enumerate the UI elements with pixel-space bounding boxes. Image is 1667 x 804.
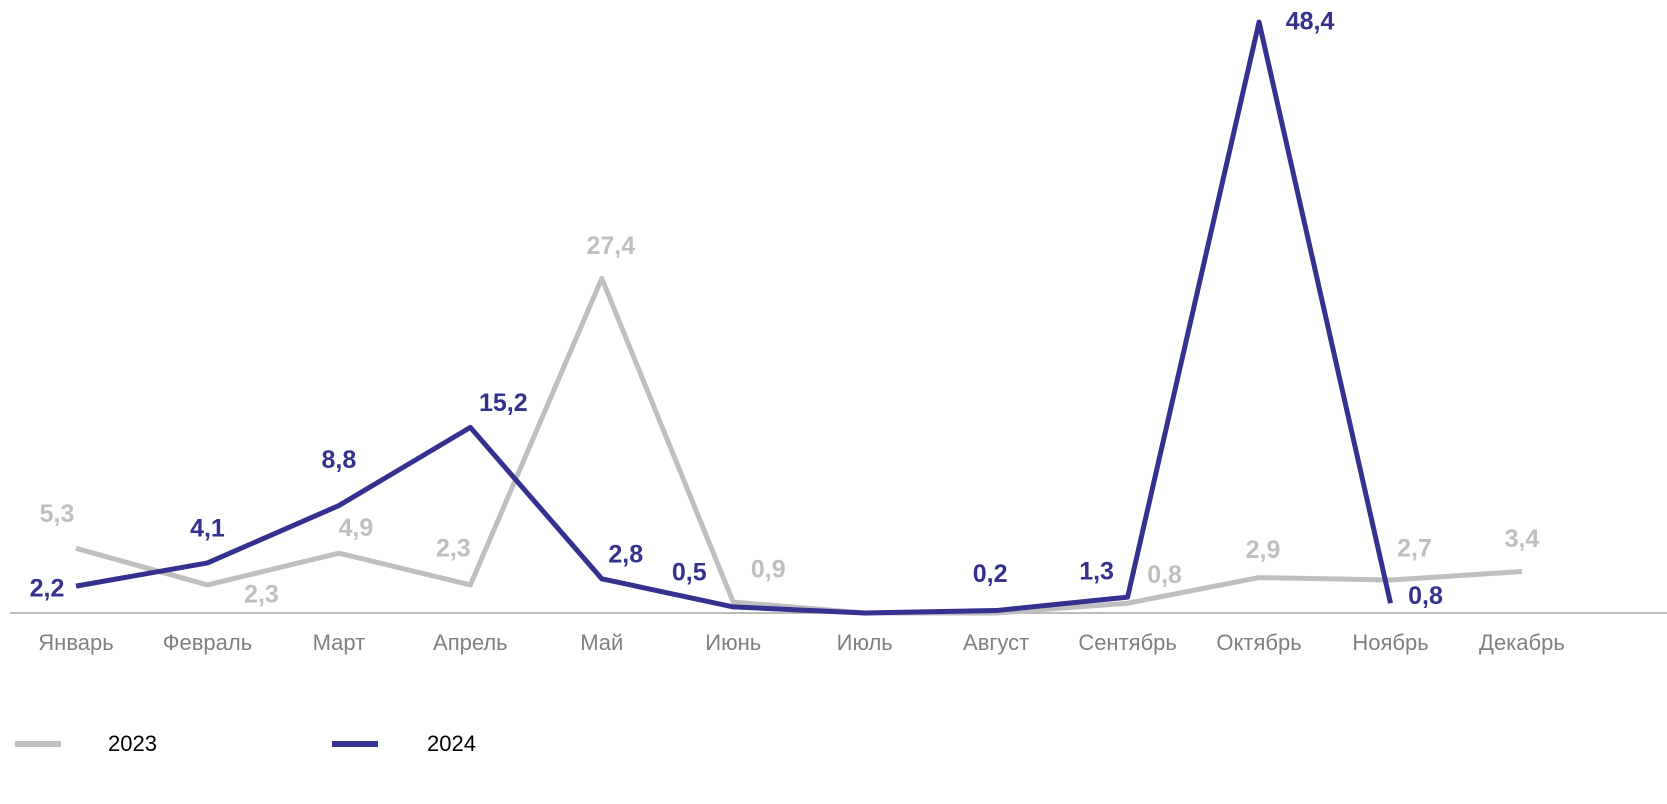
x-tick-label: Октябрь xyxy=(1216,630,1301,655)
data-label: 2,2 xyxy=(30,575,65,603)
data-label: 2,9 xyxy=(1246,536,1281,564)
data-label: 3,4 xyxy=(1505,525,1540,553)
data-label: 0,8 xyxy=(1147,561,1182,589)
data-label: 4,1 xyxy=(190,515,225,543)
data-label: 1,3 xyxy=(1079,558,1114,586)
x-tick-label: Июль xyxy=(837,630,893,655)
series-line xyxy=(75,275,1523,616)
series-line xyxy=(75,19,1393,616)
x-tick-label: Ноябрь xyxy=(1352,630,1428,655)
data-label: 0,5 xyxy=(672,559,707,587)
data-label: 15,2 xyxy=(479,389,528,417)
x-tick-label: Март xyxy=(313,630,366,655)
legend-label: 2024 xyxy=(427,731,476,756)
data-label: 2,7 xyxy=(1397,535,1432,563)
x-tick-label: Январь xyxy=(38,630,113,655)
x-tick-label: Июнь xyxy=(705,630,761,655)
x-tick-label: Февраль xyxy=(163,630,252,655)
data-label: 48,4 xyxy=(1286,8,1335,36)
legend-label: 2023 xyxy=(108,731,157,756)
x-tick-label: Сентябрь xyxy=(1078,630,1177,655)
data-label: 0,9 xyxy=(751,556,786,584)
data-label: 0,8 xyxy=(1408,582,1443,610)
data-label: 5,3 xyxy=(40,500,75,528)
x-tick-label: Апрель xyxy=(433,630,508,655)
data-label: 2,8 xyxy=(608,540,643,568)
data-label: 4,9 xyxy=(339,514,374,542)
data-label: 2,3 xyxy=(244,581,279,609)
data-label: 0,2 xyxy=(973,560,1008,588)
data-label: 8,8 xyxy=(322,446,357,474)
x-tick-label: Август xyxy=(963,630,1029,655)
data-label: 27,4 xyxy=(586,232,635,260)
x-tick-label: Май xyxy=(580,630,623,655)
data-label: 2,3 xyxy=(436,535,471,563)
x-tick-label: Декабрь xyxy=(1479,630,1565,655)
